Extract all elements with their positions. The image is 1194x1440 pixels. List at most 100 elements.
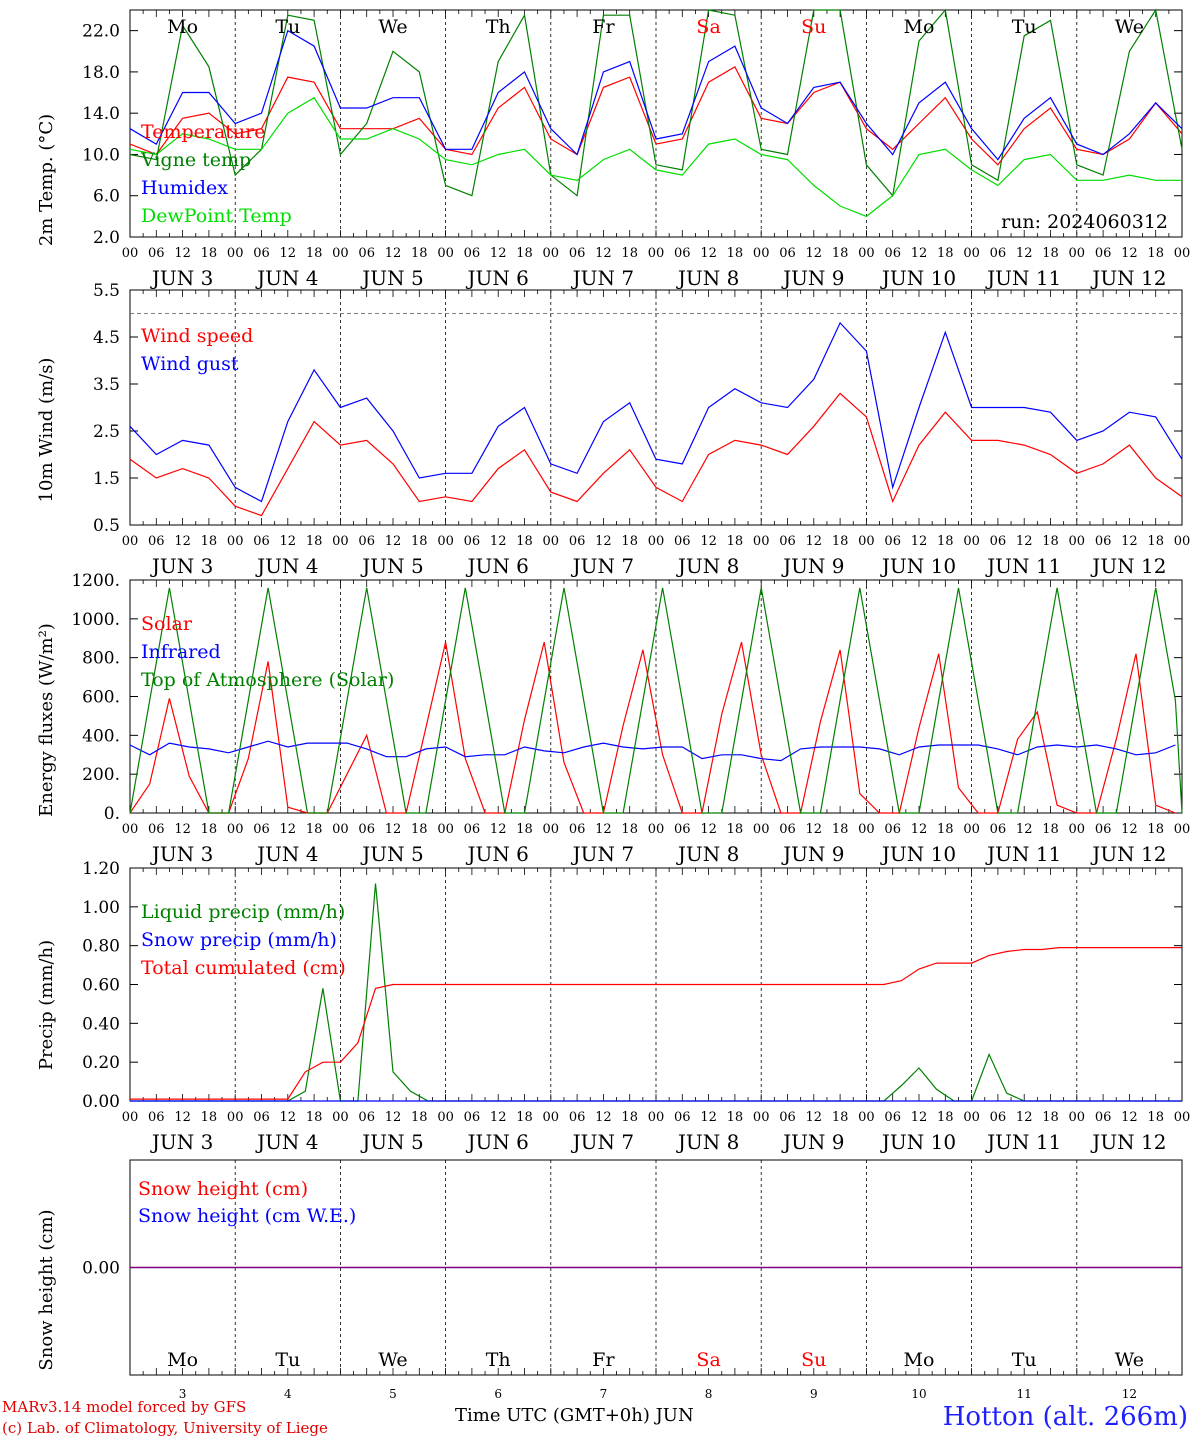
y-axis-label: 2m Temp. (°C) [36, 114, 57, 246]
hour-tick-label: 18 [1147, 246, 1164, 261]
day-number: 6 [494, 1387, 502, 1400]
y-tick-label: 0.60 [82, 976, 120, 996]
y-tick-label: 2.5 [93, 422, 120, 442]
series-line-solar [129, 641, 1176, 814]
hour-tick-label: 06 [569, 246, 586, 261]
weekday-label: Mo [167, 1349, 198, 1371]
hour-tick-label: 12 [700, 822, 717, 837]
lab-credit: (c) Lab. of Climatology, University of L… [2, 1419, 328, 1437]
legend-entry: Top of Atmosphere (Solar) [141, 669, 394, 691]
hour-tick-label: 06 [674, 1110, 691, 1125]
y-axis-label: Precip (mm/h) [36, 940, 57, 1070]
hour-tick-label: 18 [306, 246, 323, 261]
hour-tick-label: 00 [543, 822, 560, 837]
hour-tick-label: 06 [674, 246, 691, 261]
day-number: 4 [284, 1387, 292, 1400]
hour-tick-label: 00 [963, 822, 980, 837]
hour-tick-label: 12 [174, 1110, 191, 1125]
hour-tick-label: 12 [595, 822, 612, 837]
hour-tick-label: 00 [543, 534, 560, 549]
y-tick-label: 0.00 [82, 1092, 120, 1112]
weekday-label: Fr [592, 16, 615, 38]
day-date-label: JUN 5 [360, 1130, 423, 1154]
hour-tick-label: 00 [1069, 534, 1086, 549]
weekday-label: Tu [275, 16, 300, 38]
hour-tick-label: 00 [1069, 822, 1086, 837]
hour-tick-label: 00 [122, 246, 139, 261]
hour-tick-label: 18 [201, 822, 218, 837]
hour-tick-label: 18 [832, 1110, 849, 1125]
hour-tick-label: 00 [963, 246, 980, 261]
y-tick-label: 1.5 [93, 469, 120, 489]
y-tick-label: 0. [104, 804, 120, 824]
weekday-label: Su [801, 1349, 826, 1371]
series-line-temperature [129, 65, 1183, 166]
hour-tick-label: 06 [464, 246, 481, 261]
hour-tick-label: 00 [543, 1110, 560, 1125]
hour-tick-label: 12 [174, 534, 191, 549]
hour-tick-label: 18 [516, 822, 533, 837]
hour-tick-label: 00 [227, 534, 244, 549]
hour-tick-label: 18 [937, 822, 954, 837]
hour-tick-label: 18 [516, 246, 533, 261]
weekday-label: We [378, 1349, 407, 1371]
hour-tick-label: 18 [201, 246, 218, 261]
hour-tick-label: 18 [727, 246, 744, 261]
panel-temp: 2.0 6.0 10.0 14.0 18.0 22.0 2m Temp. (°C) Tempe… [36, 8, 1190, 290]
hour-tick-label: 12 [1016, 246, 1033, 261]
y-tick-label: 800. [82, 649, 120, 669]
hour-tick-label: 12 [1121, 246, 1138, 261]
hour-tick-label: 00 [1174, 534, 1191, 549]
day-date-label: JUN 7 [571, 266, 634, 290]
hour-tick-label: 12 [280, 246, 297, 261]
hour-tick-label: 12 [595, 246, 612, 261]
legend-entry: Wind speed [141, 325, 253, 347]
hour-tick-label: 18 [1042, 1110, 1059, 1125]
weekday-label: Th [486, 1349, 511, 1371]
station-name: Hotton (alt. 266m) [942, 1402, 1188, 1432]
y-tick-label: 18.0 [82, 63, 120, 83]
hour-tick-label: 00 [1069, 1110, 1086, 1125]
weekday-label: Fr [592, 1349, 615, 1371]
hour-tick-label: 12 [385, 246, 402, 261]
hour-tick-label: 12 [1121, 822, 1138, 837]
hour-tick-label: 12 [174, 246, 191, 261]
hour-tick-label: 12 [911, 1110, 928, 1125]
hour-tick-label: 00 [1069, 246, 1086, 261]
hour-tick-label: 06 [569, 534, 586, 549]
day-number: 8 [705, 1387, 713, 1400]
hour-tick-label: 18 [621, 1110, 638, 1125]
hour-tick-label: 06 [990, 246, 1007, 261]
weekday-label: Mo [167, 16, 198, 38]
hour-tick-label: 12 [385, 822, 402, 837]
hour-tick-label: 06 [148, 246, 165, 261]
weekday-label: Mo [904, 1349, 935, 1371]
day-number: 5 [389, 1387, 397, 1400]
day-date-label: JUN 4 [255, 1130, 318, 1154]
hour-tick-label: 00 [1174, 822, 1191, 837]
weekday-label: We [1115, 1349, 1144, 1371]
series-line-vigne-temp [129, 8, 1183, 198]
hour-tick-label: 06 [779, 822, 796, 837]
hour-tick-label: 06 [148, 1110, 165, 1125]
hour-tick-label: 12 [911, 822, 928, 837]
y-tick-label: 400. [82, 726, 120, 746]
series-line-dewpoint-temp [129, 96, 1182, 218]
hour-tick-label: 12 [280, 1110, 297, 1125]
meteogram-chart: 2.0 6.0 10.0 14.0 18.0 22.0 2m Temp. (°C) Tempe… [36, 8, 1191, 1400]
day-date-label: JUN 7 [571, 1130, 634, 1154]
hour-tick-label: 06 [358, 534, 375, 549]
day-date-label: JUN 5 [360, 554, 423, 578]
hour-tick-label: 00 [332, 822, 349, 837]
day-date-label: JUN 10 [880, 842, 956, 866]
weekday-label: Tu [1012, 16, 1037, 38]
hour-tick-label: 00 [753, 822, 770, 837]
hour-tick-label: 12 [280, 822, 297, 837]
hour-tick-label: 18 [411, 534, 428, 549]
day-date-label: JUN 12 [1090, 554, 1166, 578]
hour-tick-label: 06 [884, 1110, 901, 1125]
hour-tick-label: 18 [1042, 246, 1059, 261]
y-tick-label: 0.5 [93, 516, 120, 536]
y-tick-label: 200. [82, 765, 120, 785]
legend-entry: Humidex [141, 177, 228, 199]
